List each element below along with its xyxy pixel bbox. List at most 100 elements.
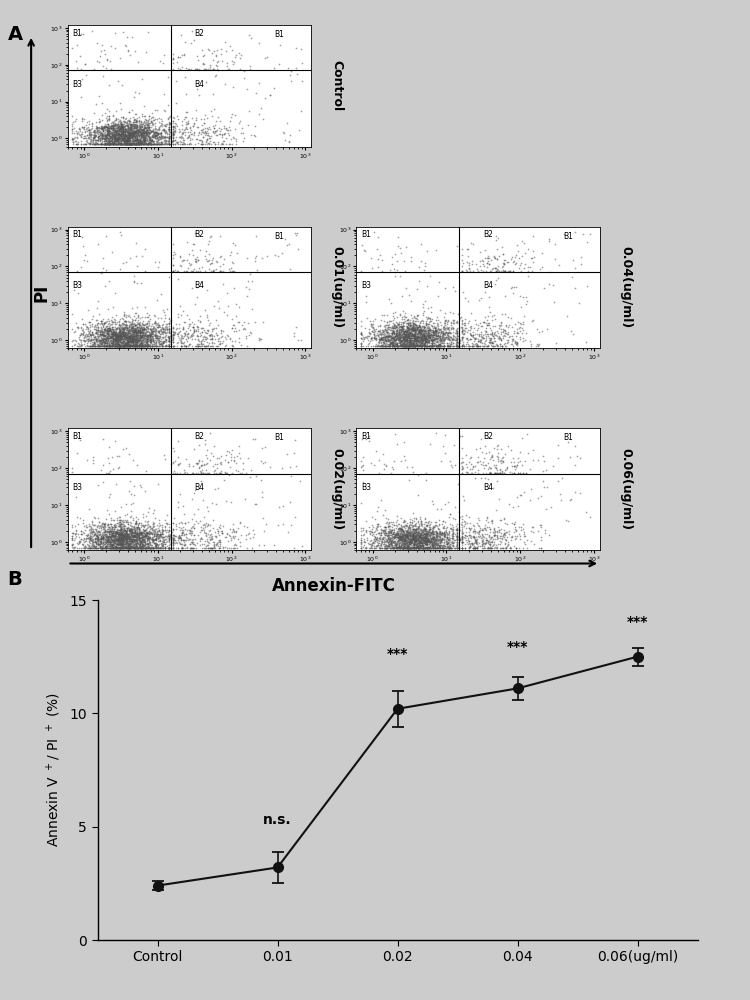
- Point: [430, 529, 442, 545]
- Point: [101, 528, 113, 544]
- Point: [419, 531, 431, 547]
- Point: [147, 531, 159, 547]
- Point: [508, 325, 520, 341]
- Point: [451, 522, 463, 538]
- Point: [127, 525, 139, 541]
- Point: [398, 334, 410, 350]
- Point: [106, 120, 118, 136]
- Point: [106, 540, 118, 556]
- Point: [134, 135, 146, 151]
- Point: [164, 328, 176, 344]
- Point: [368, 321, 380, 337]
- Point: [509, 335, 520, 351]
- Point: [473, 523, 485, 539]
- Point: [142, 320, 154, 336]
- Point: [186, 338, 198, 354]
- Point: [460, 514, 472, 530]
- Point: [132, 125, 144, 141]
- Point: [413, 332, 424, 348]
- Point: [104, 129, 116, 145]
- Point: [416, 338, 428, 354]
- Point: [406, 338, 418, 354]
- Point: [430, 321, 442, 337]
- Point: [123, 136, 135, 152]
- Point: [424, 530, 436, 546]
- Point: [132, 535, 144, 551]
- Point: [399, 527, 411, 543]
- Point: [124, 338, 136, 354]
- Point: [144, 132, 156, 148]
- Point: [389, 332, 401, 348]
- Point: [151, 315, 163, 331]
- Point: [388, 526, 400, 542]
- Point: [386, 537, 398, 553]
- Point: [356, 338, 368, 354]
- Point: [397, 540, 409, 556]
- Point: [397, 330, 409, 346]
- Point: [98, 127, 109, 143]
- Point: [139, 526, 151, 542]
- Point: [190, 251, 202, 267]
- Point: [401, 532, 413, 548]
- Point: [408, 327, 420, 343]
- Point: [411, 532, 423, 548]
- Point: [133, 124, 145, 140]
- Point: [100, 502, 112, 518]
- Point: [116, 125, 128, 141]
- Point: [110, 525, 122, 541]
- Point: [83, 314, 95, 330]
- Point: [118, 113, 130, 129]
- Point: [86, 115, 98, 131]
- Point: [122, 331, 134, 347]
- Point: [129, 328, 141, 344]
- Point: [418, 327, 430, 343]
- Point: [152, 315, 164, 331]
- Point: [232, 334, 244, 350]
- Point: [385, 331, 397, 347]
- Point: [77, 136, 89, 152]
- Point: [386, 249, 398, 265]
- Point: [566, 323, 578, 339]
- Point: [119, 539, 131, 555]
- Point: [100, 134, 112, 150]
- Point: [396, 320, 408, 336]
- Point: [175, 329, 187, 345]
- Point: [386, 533, 398, 549]
- Point: [99, 531, 111, 547]
- Point: [384, 540, 396, 556]
- Point: [425, 332, 437, 348]
- Point: [122, 334, 134, 350]
- Point: [460, 528, 472, 544]
- Point: [410, 537, 422, 553]
- Point: [116, 531, 128, 547]
- Point: [68, 120, 80, 136]
- Point: [416, 537, 428, 553]
- Point: [130, 529, 142, 545]
- Point: [123, 113, 135, 129]
- Point: [129, 529, 141, 545]
- Point: [132, 527, 144, 543]
- Point: [424, 529, 436, 545]
- Point: [99, 331, 111, 347]
- Point: [107, 540, 119, 556]
- Point: [158, 335, 170, 351]
- Point: [410, 317, 422, 333]
- Point: [509, 249, 520, 265]
- Point: [506, 249, 518, 265]
- Point: [400, 527, 412, 543]
- Point: [123, 532, 135, 548]
- Point: [121, 132, 133, 148]
- Point: [412, 329, 424, 345]
- Point: [422, 322, 434, 338]
- Point: [409, 540, 421, 556]
- Point: [215, 329, 227, 345]
- Point: [404, 325, 416, 341]
- Point: [429, 322, 441, 338]
- Point: [242, 525, 254, 541]
- Point: [426, 537, 438, 553]
- Point: [139, 108, 151, 124]
- Point: [143, 126, 155, 142]
- Point: [106, 525, 118, 541]
- Point: [490, 327, 502, 343]
- Point: [438, 520, 450, 536]
